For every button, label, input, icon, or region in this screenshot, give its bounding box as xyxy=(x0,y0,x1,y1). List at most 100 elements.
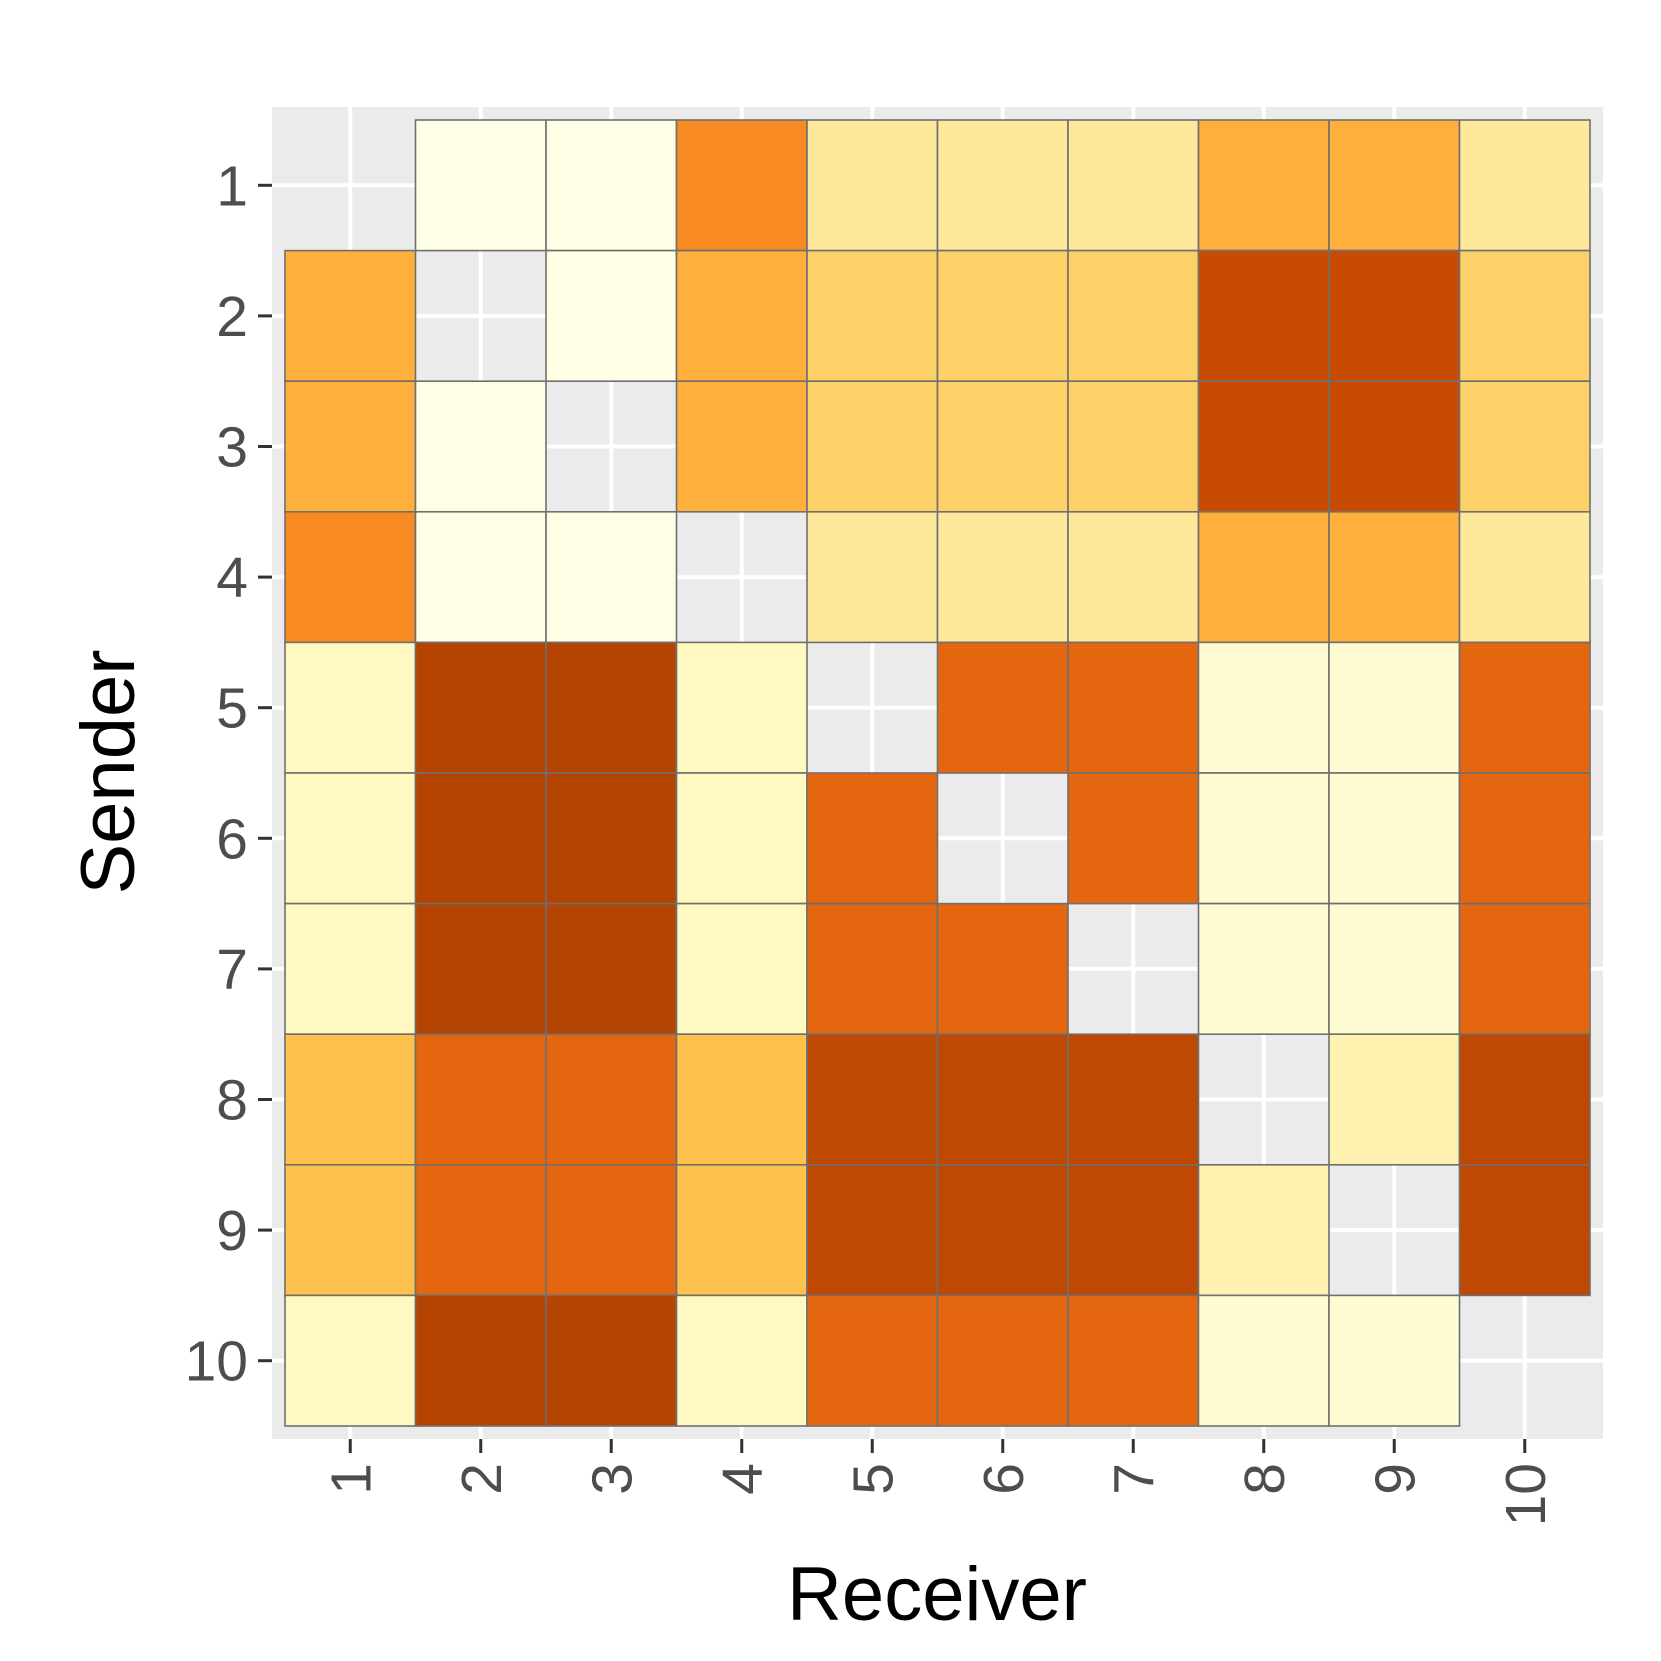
heatmap-cell-1-5 xyxy=(806,119,939,252)
x-tick-label: 7 xyxy=(1102,1463,1166,1495)
heatmap-cell-7-10 xyxy=(1458,902,1591,1035)
heatmap-cell-9-3 xyxy=(545,1164,678,1297)
heatmap-cell-9-1 xyxy=(284,1164,417,1297)
heatmap-cell-7-4 xyxy=(675,902,808,1035)
heatmap-cell-2-9 xyxy=(1328,249,1461,383)
heatmap-cell-4-1 xyxy=(284,510,417,644)
y-tick-label: 2 xyxy=(216,285,248,349)
x-tick-label: 6 xyxy=(972,1463,1036,1495)
y-tick-label: 1 xyxy=(216,154,248,218)
heatmap-cell-6-3 xyxy=(545,772,678,905)
heatmap-cell-8-9 xyxy=(1328,1033,1461,1166)
heatmap-cell-2-6 xyxy=(936,249,1069,383)
heatmap-cell-4-5 xyxy=(806,510,939,644)
heatmap-cell-10-7 xyxy=(1067,1294,1200,1427)
heatmap-cell-7-3 xyxy=(545,902,678,1035)
heatmap-cell-2-1 xyxy=(284,249,417,383)
heatmap-cell-10-8 xyxy=(1197,1294,1330,1427)
heatmap-cell-4-7 xyxy=(1067,510,1200,644)
heatmap-cell-3-5 xyxy=(806,380,939,513)
heatmap-cell-1-7 xyxy=(1067,119,1200,252)
heatmap-cell-9-5 xyxy=(806,1164,939,1297)
heatmap-cell-7-8 xyxy=(1197,902,1330,1035)
heatmap-cell-1-3 xyxy=(545,119,678,252)
heatmap-cell-1-8 xyxy=(1197,119,1330,252)
x-axis-title: Receiver xyxy=(787,1552,1087,1637)
heatmap-cell-6-4 xyxy=(675,772,808,905)
heatmap-cell-7-6 xyxy=(936,902,1069,1035)
heatmap-cell-10-6 xyxy=(936,1294,1069,1427)
heatmap-cell-3-8 xyxy=(1197,380,1330,513)
heatmap-cell-7-9 xyxy=(1328,902,1461,1035)
heatmap-cell-7-5 xyxy=(806,902,939,1035)
heatmap-cell-10-2 xyxy=(414,1294,547,1427)
heatmap-cell-9-2 xyxy=(414,1164,547,1297)
heatmap-cell-3-7 xyxy=(1067,380,1200,513)
heatmap-cell-9-7 xyxy=(1067,1164,1200,1297)
heatmap-cell-3-6 xyxy=(936,380,1069,513)
heatmap-cell-6-2 xyxy=(414,772,547,905)
y-axis-title: Sender xyxy=(66,649,151,894)
heatmap-cell-4-2 xyxy=(414,510,547,644)
y-tick-label: 5 xyxy=(216,677,248,741)
x-tick-label: 2 xyxy=(450,1463,514,1495)
heatmap-cell-8-5 xyxy=(806,1033,939,1166)
x-tick-label: 10 xyxy=(1494,1463,1558,1526)
heatmap-cell-10-1 xyxy=(284,1294,417,1427)
heatmap-cell-5-6 xyxy=(936,641,1069,774)
x-tick-label: 9 xyxy=(1363,1463,1427,1495)
heatmap-cell-4-10 xyxy=(1458,510,1591,644)
heatmap-cell-4-6 xyxy=(936,510,1069,644)
heatmap-cell-3-2 xyxy=(414,380,547,513)
x-tick-label: 5 xyxy=(841,1463,905,1495)
heatmap-cell-5-10 xyxy=(1458,641,1591,774)
heatmap-cell-2-4 xyxy=(675,249,808,383)
heatmap-cell-3-9 xyxy=(1328,380,1461,513)
x-tick-label: 4 xyxy=(711,1463,775,1495)
y-tick-label: 7 xyxy=(216,938,248,1002)
y-tick-label: 6 xyxy=(216,807,248,871)
heatmap-cell-9-8 xyxy=(1197,1164,1330,1297)
heatmap-cell-5-2 xyxy=(414,641,547,774)
heatmap-cell-4-9 xyxy=(1328,510,1461,644)
heatmap-cell-8-1 xyxy=(284,1033,417,1166)
heatmap-cell-5-9 xyxy=(1328,641,1461,774)
heatmap-cell-8-7 xyxy=(1067,1033,1200,1166)
heatmap-cell-5-4 xyxy=(675,641,808,774)
heatmap-cell-8-4 xyxy=(675,1033,808,1166)
heatmap-cell-6-9 xyxy=(1328,772,1461,905)
heatmap-cell-7-2 xyxy=(414,902,547,1035)
heatmap-cell-2-3 xyxy=(545,249,678,383)
heatmap-cell-8-2 xyxy=(414,1033,547,1166)
heatmap-cell-5-7 xyxy=(1067,641,1200,774)
heatmap-cell-3-4 xyxy=(675,380,808,513)
heatmap-cell-1-4 xyxy=(675,119,808,252)
heatmap-cell-10-9 xyxy=(1328,1294,1461,1427)
x-tick-label: 1 xyxy=(319,1463,383,1495)
heatmap-cell-6-8 xyxy=(1197,772,1330,905)
x-tick-label: 3 xyxy=(580,1463,644,1495)
heatmap-cell-8-6 xyxy=(936,1033,1069,1166)
heatmap-cell-2-5 xyxy=(806,249,939,383)
heatmap-cell-10-3 xyxy=(545,1294,678,1427)
heatmap-cell-9-10 xyxy=(1458,1164,1591,1297)
heatmap-cell-6-5 xyxy=(806,772,939,905)
heatmap-cell-5-8 xyxy=(1197,641,1330,774)
x-axis: 1 2 3 4 5 6 7 8 9 10 xyxy=(319,1439,1558,1526)
y-tick-label: 3 xyxy=(216,416,248,480)
heatmap-cell-2-8 xyxy=(1197,249,1330,383)
heatmap-cell-9-4 xyxy=(675,1164,808,1297)
heatmap-cell-3-1 xyxy=(284,380,417,513)
heatmap-cell-5-3 xyxy=(545,641,678,774)
heatmap-cell-10-5 xyxy=(806,1294,939,1427)
heatmap-cell-4-8 xyxy=(1197,510,1330,644)
y-tick-label: 4 xyxy=(216,546,248,610)
heatmap-cell-1-9 xyxy=(1328,119,1461,252)
heatmap-cell-4-3 xyxy=(545,510,678,644)
y-tick-label: 10 xyxy=(185,1330,248,1394)
heatmap-cell-1-2 xyxy=(414,119,547,252)
heatmap-cell-1-6 xyxy=(936,119,1069,252)
y-tick-label: 8 xyxy=(216,1069,248,1133)
y-axis: 1 2 3 4 5 6 7 8 9 10 xyxy=(185,154,272,1394)
